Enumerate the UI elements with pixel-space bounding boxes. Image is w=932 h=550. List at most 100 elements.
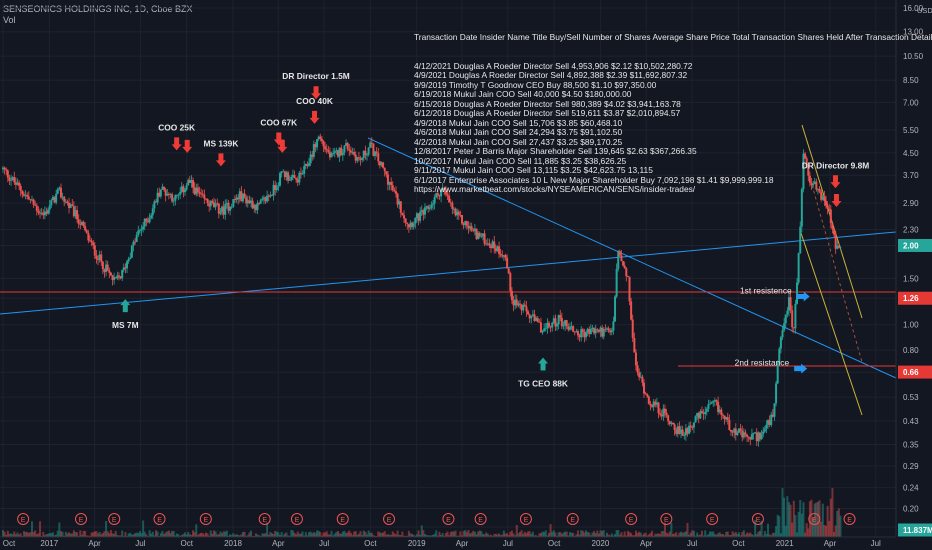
insider-trades-note[interactable]: Transaction Date Insider Name Title Buy/…	[414, 14, 932, 193]
earnings-marker[interactable]: E	[442, 513, 455, 525]
candle-body	[636, 365, 639, 373]
earnings-marker[interactable]: E	[75, 513, 88, 525]
volume-bar	[493, 534, 496, 537]
insider-trade-row: 6/15/2018 Douglas A Roeder Director Sell…	[414, 98, 681, 109]
candle-body	[834, 234, 837, 249]
candle-body	[544, 328, 547, 330]
candle-body	[538, 321, 541, 323]
candle-body	[312, 144, 315, 157]
descending-resistance-trendline[interactable]	[367, 137, 897, 379]
annotation-label: MS 7M	[112, 320, 139, 330]
earnings-marker[interactable]: E	[660, 513, 673, 525]
candle-body	[631, 319, 634, 338]
candle-body	[541, 330, 544, 333]
candle-body	[179, 191, 182, 195]
candle-body	[433, 197, 436, 204]
earnings-marker[interactable]: E	[290, 513, 303, 525]
earnings-marker[interactable]: E	[843, 513, 856, 525]
candle-body	[417, 213, 420, 221]
volume-bar	[668, 531, 671, 537]
candle-body	[32, 199, 35, 205]
earnings-marker[interactable]: E	[625, 513, 638, 525]
volume-bar	[261, 533, 264, 537]
symbol-title[interactable]: SENSEONICS HOLDINGS INC, 1D, Cboe BZX	[3, 4, 193, 14]
volume-bar	[417, 530, 420, 537]
candle-body	[686, 428, 689, 434]
candle-body	[345, 143, 348, 146]
note-arrow-icon	[796, 291, 810, 302]
candle-body	[18, 182, 21, 186]
volume-bar	[409, 533, 412, 537]
volume-indicator-label[interactable]: Vol	[3, 15, 16, 25]
earnings-marker[interactable]: E	[336, 513, 349, 525]
earnings-marker[interactable]: E	[751, 513, 764, 525]
volume-bar	[610, 533, 613, 537]
volume-bar	[198, 533, 201, 537]
earnings-marker[interactable]: E	[566, 513, 579, 525]
volume-bar	[425, 535, 428, 537]
earnings-marker[interactable]: E	[258, 513, 271, 525]
candle-body	[828, 208, 831, 210]
volume-bar	[499, 535, 502, 537]
candle-body	[143, 218, 146, 227]
candle-body	[140, 229, 143, 231]
volume-bar	[572, 532, 575, 537]
candle-body	[22, 194, 25, 196]
volume-bar	[580, 530, 583, 537]
candle-body	[219, 211, 222, 214]
long-support-trendline[interactable]	[0, 231, 897, 315]
candle-body	[211, 200, 214, 203]
earnings-marker[interactable]: E	[519, 513, 532, 525]
candle-body	[765, 424, 768, 429]
drawn-trendlines[interactable]	[0, 124, 897, 416]
candle-body	[549, 326, 552, 328]
candle-body	[203, 194, 206, 199]
volume-bar	[248, 532, 251, 537]
candle-body	[501, 255, 504, 257]
volume-bar	[631, 535, 634, 537]
volume-bar	[443, 535, 446, 537]
channel-lower[interactable]	[799, 229, 863, 416]
volume-bar	[336, 530, 339, 537]
volume-bar	[295, 534, 298, 537]
candle-body	[784, 314, 787, 324]
volume-bar	[435, 530, 438, 537]
time-tick-label: Oct	[548, 539, 561, 548]
candle-body	[692, 422, 695, 428]
candle-body	[74, 210, 77, 217]
earnings-marker[interactable]: E	[474, 513, 487, 525]
volume-bar	[285, 532, 288, 537]
earnings-marker[interactable]: E	[153, 513, 166, 525]
volume-bar	[807, 528, 810, 537]
earnings-marker[interactable]: E	[17, 513, 30, 525]
volume-bar	[401, 531, 404, 537]
candle-body	[573, 331, 576, 333]
earnings-marker[interactable]: E	[706, 513, 719, 525]
candle-body	[713, 400, 716, 401]
volume-bar	[250, 530, 253, 537]
volume-bar	[778, 516, 781, 537]
channel-mid[interactable]	[811, 184, 863, 363]
candle-body	[591, 327, 594, 329]
channel-upper[interactable]	[801, 124, 863, 319]
candle-body	[557, 315, 560, 325]
earnings-marker[interactable]: E	[808, 513, 821, 525]
volume-bar	[412, 534, 415, 537]
volume-bar	[39, 521, 42, 537]
volume-bar	[800, 513, 803, 537]
volume-bar	[156, 531, 159, 537]
time-axis[interactable]: Oct 2017 Apr Jul Oct 2018 Apr Jul Oct 2019 Apr Jul O…	[0, 536, 896, 548]
volume-bar	[829, 498, 832, 537]
candle-body	[612, 321, 615, 331]
volume-bar	[175, 533, 178, 537]
earnings-marker[interactable]: E	[108, 513, 121, 525]
insider-trade-row: 6/19/2018 Mukul Jain COO Sell 40,000 $4.…	[414, 89, 632, 99]
candle-body	[356, 157, 359, 161]
earnings-marker[interactable]: E	[199, 513, 212, 525]
candle-body	[343, 145, 346, 153]
earnings-marker[interactable]: E	[383, 513, 396, 525]
volume-bar	[591, 532, 594, 537]
volume-bar	[620, 532, 623, 537]
